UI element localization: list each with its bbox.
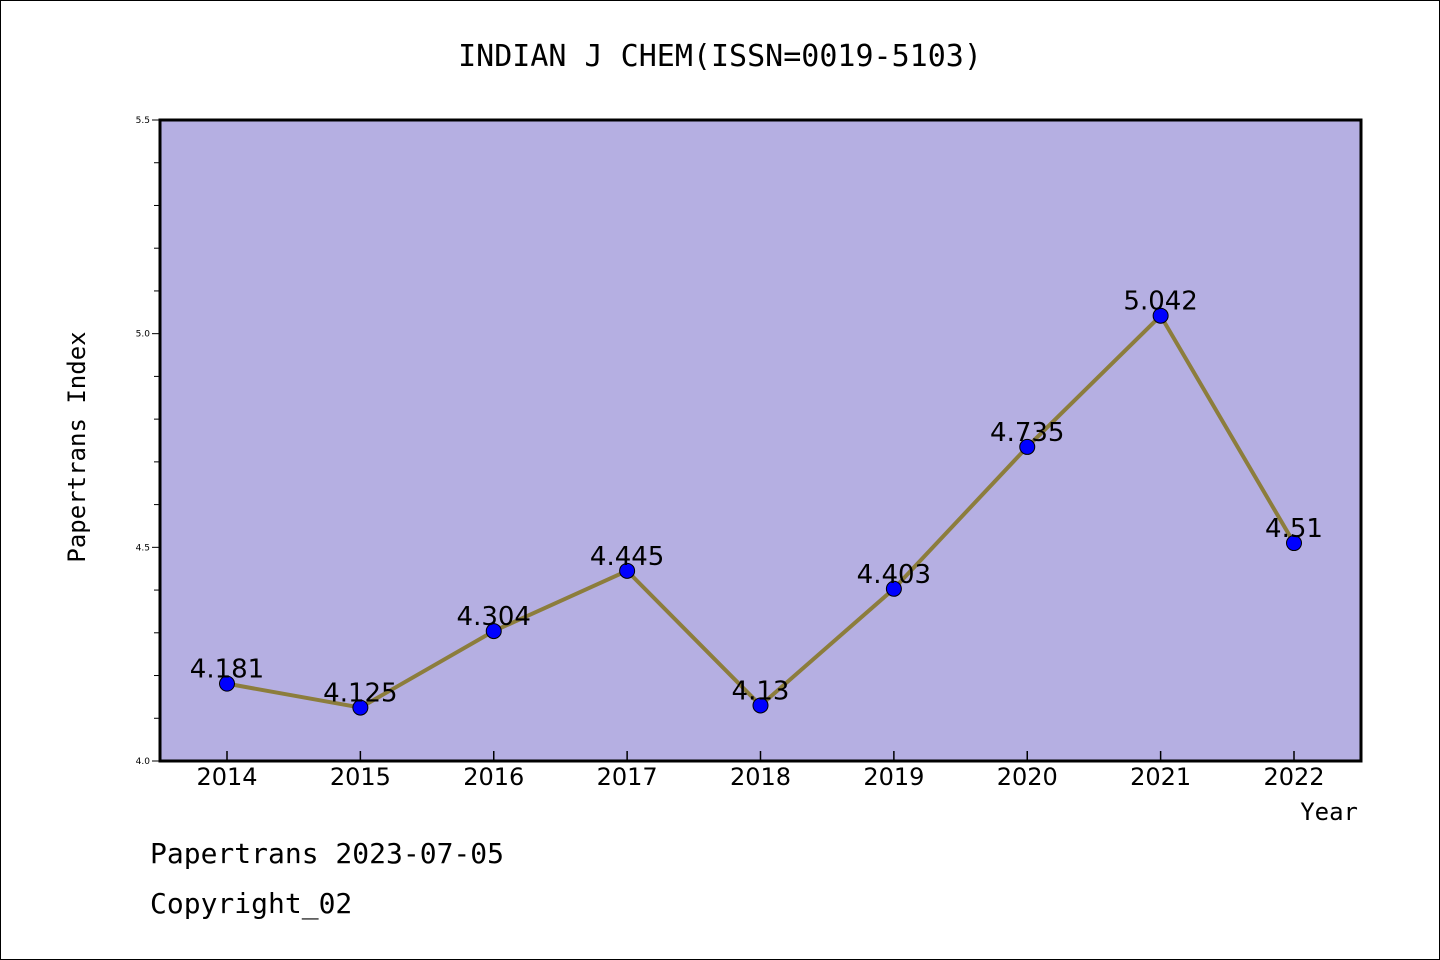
data-label: 4.304 [457, 602, 531, 632]
x-tick-label: 2017 [597, 763, 658, 791]
y-tick-label: 5.0 [136, 330, 151, 340]
x-axis-label: Year [1300, 798, 1358, 826]
series-group: 4.181 4.125 4.304 4.445 4.13 4.403 4.735 5.042 4… [190, 287, 1323, 716]
x-tick-label: 2015 [330, 763, 391, 791]
data-label: 4.51 [1265, 514, 1323, 544]
plot-area [158, 118, 1363, 763]
data-point [1019, 438, 1036, 455]
x-axis: 2014 2015 2016 2017 2018 2019 2020 2021 2022 [196, 751, 1325, 791]
footer-copyright: Copyright_02 [150, 887, 352, 921]
y-axis-label: Papertrans Index [63, 331, 91, 562]
y-tick-label: 5.5 [136, 116, 150, 126]
data-label: 4.735 [990, 418, 1064, 448]
data-point [752, 697, 769, 714]
x-tick-label: 2014 [196, 763, 257, 791]
data-label: 4.181 [190, 655, 264, 685]
data-point [352, 699, 369, 716]
data-label: 4.13 [732, 676, 790, 706]
data-point [485, 623, 502, 640]
data-point [219, 675, 235, 692]
data-label: 4.125 [323, 679, 397, 709]
data-point [619, 562, 636, 579]
data-label: 4.403 [857, 560, 931, 590]
x-tick-label: 2020 [997, 763, 1058, 791]
x-tick-label: 2022 [1263, 763, 1324, 791]
y-tick-label: 4.0 [136, 757, 151, 767]
footer-date: Papertrans 2023-07-05 [150, 837, 504, 870]
data-point [1152, 307, 1169, 324]
chart-title: INDIAN J CHEM(ISSN=0019-5103) [458, 39, 982, 74]
x-tick-label: 2021 [1130, 763, 1191, 791]
x-tick-label: 2018 [730, 763, 791, 791]
y-axis: 4.0 4.5 5.0 5.5 [136, 116, 160, 767]
x-tick-label: 2019 [863, 763, 924, 791]
y-tick-label: 4.5 [136, 543, 150, 553]
data-point [1286, 535, 1302, 552]
data-label: 5.042 [1123, 287, 1197, 317]
x-tick-label: 2016 [463, 763, 524, 791]
data-label: 4.445 [590, 542, 664, 572]
data-point [885, 580, 902, 597]
